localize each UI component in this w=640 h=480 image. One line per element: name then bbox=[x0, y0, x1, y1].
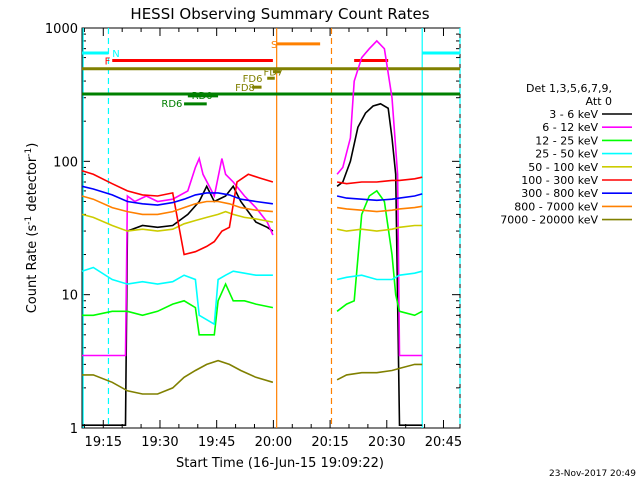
series-line bbox=[81, 185, 274, 206]
x-tick-label: 20:30 bbox=[368, 435, 405, 450]
flag-label: FD7 bbox=[263, 68, 283, 79]
series-line bbox=[81, 210, 274, 232]
flag-label: N bbox=[112, 49, 119, 60]
series-line bbox=[336, 39, 423, 357]
series-line bbox=[82, 184, 274, 426]
series-line bbox=[336, 176, 423, 185]
series-line bbox=[336, 205, 423, 213]
series-line bbox=[81, 169, 274, 256]
flag-label: FD8 bbox=[235, 83, 255, 94]
series-line bbox=[336, 102, 423, 426]
y-tick-label: 100 bbox=[53, 155, 78, 170]
x-tick-label: 19:30 bbox=[141, 435, 178, 450]
series-line bbox=[81, 195, 273, 216]
legend-entry-label: 25 - 50 keV bbox=[535, 148, 598, 161]
x-tick-label: 20:00 bbox=[255, 435, 292, 450]
chart-title: HESSI Observing Summary Count Rates bbox=[130, 5, 429, 23]
x-tick-label: 19:15 bbox=[85, 435, 122, 450]
flag-label: RD0 bbox=[192, 91, 213, 102]
series-line bbox=[336, 189, 423, 317]
flag-label: RD6 bbox=[161, 99, 182, 110]
legend-entry-label: 6 - 12 keV bbox=[542, 121, 598, 134]
flag-label: F bbox=[105, 57, 111, 68]
legend-entry-label: 300 - 800 keV bbox=[521, 187, 598, 200]
series-line bbox=[81, 266, 273, 326]
legend-entry-label: 50 - 100 keV bbox=[528, 161, 598, 174]
legend-header: Det 1,3,5,6,7,9, bbox=[526, 82, 612, 95]
y-tick-label: 10 bbox=[61, 289, 78, 304]
legend-entry-label: 100 - 300 keV bbox=[521, 174, 598, 187]
y-axis-label: Count Rate (s-1 detector-1) bbox=[24, 143, 40, 314]
flag-label: FD6 bbox=[243, 74, 263, 85]
legend-entry-label: 7000 - 20000 keV bbox=[500, 214, 598, 227]
legend-entry-label: 800 - 7000 keV bbox=[514, 200, 598, 213]
legend-entry-label: 12 - 25 keV bbox=[535, 134, 598, 147]
series-line bbox=[336, 224, 423, 232]
series-line bbox=[82, 282, 274, 336]
series-line bbox=[336, 270, 423, 281]
x-tick-label: 19:45 bbox=[198, 435, 235, 450]
series-line bbox=[336, 363, 423, 381]
timestamp: 23-Nov-2017 20:49 bbox=[549, 469, 636, 479]
series-line bbox=[82, 359, 274, 395]
x-tick-label: 20:15 bbox=[311, 435, 348, 450]
y-tick-label: 1 bbox=[70, 422, 78, 437]
x-axis-label: Start Time (16-Jun-15 19:09:22) bbox=[176, 456, 384, 471]
flag-label: S bbox=[271, 40, 277, 51]
y-tick-label: 1000 bbox=[45, 22, 78, 37]
x-tick-label: 20:45 bbox=[425, 435, 462, 450]
series-line bbox=[82, 155, 274, 357]
series-line bbox=[336, 193, 423, 202]
legend-entry-label: 3 - 6 keV bbox=[549, 108, 598, 121]
plot-area: 1 10 100 1000 19:15 19:30 19:45 20:00 20:15 20:30… bbox=[45, 22, 462, 450]
legend-header: Att 0 bbox=[586, 95, 612, 108]
